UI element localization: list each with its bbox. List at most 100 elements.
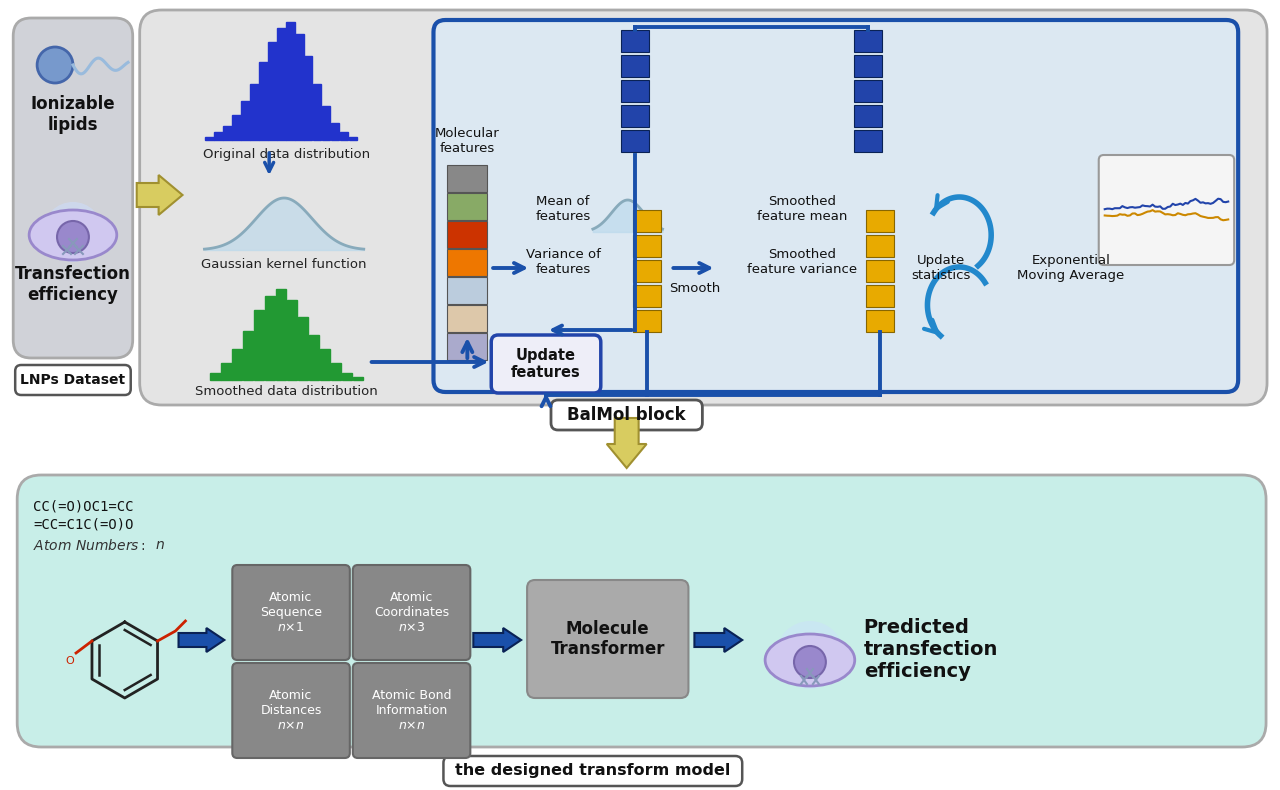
- Bar: [854, 130, 882, 152]
- Bar: [332, 363, 340, 380]
- Text: Atomic
Coordinates
$\mathit{n}$$\times$$\mathit{3}$: Atomic Coordinates $\mathit{n}$$\times$$…: [374, 591, 449, 634]
- FancyBboxPatch shape: [443, 756, 742, 786]
- Bar: [243, 331, 253, 380]
- FancyArrow shape: [607, 418, 646, 468]
- Text: Smoothed
feature variance: Smoothed feature variance: [748, 248, 858, 276]
- Text: Update
features: Update features: [511, 348, 581, 380]
- Bar: [448, 193, 488, 220]
- Ellipse shape: [765, 634, 855, 686]
- Bar: [632, 285, 660, 307]
- FancyArrow shape: [474, 628, 521, 652]
- Bar: [854, 105, 882, 127]
- Bar: [320, 348, 330, 380]
- Text: Smooth: Smooth: [668, 282, 721, 295]
- Text: Original data distribution: Original data distribution: [202, 148, 370, 161]
- Bar: [448, 165, 488, 192]
- Text: Mean of
features: Mean of features: [535, 195, 590, 223]
- Bar: [621, 55, 649, 77]
- Text: Transfection
efficiency: Transfection efficiency: [15, 265, 131, 304]
- Bar: [255, 310, 265, 380]
- Text: Smoothed
feature mean: Smoothed feature mean: [756, 195, 847, 223]
- Bar: [621, 30, 649, 52]
- Bar: [865, 260, 893, 282]
- Bar: [210, 373, 220, 380]
- Bar: [287, 22, 294, 140]
- Bar: [353, 377, 364, 380]
- Text: Atomic
Distances
$\mathit{n}$$\times$$\mathit{n}$: Atomic Distances $\mathit{n}$$\times$$\m…: [260, 689, 321, 732]
- Bar: [621, 130, 649, 152]
- Bar: [250, 84, 259, 140]
- Text: Molecule
Transformer: Molecule Transformer: [550, 619, 666, 658]
- FancyBboxPatch shape: [527, 580, 689, 698]
- Bar: [332, 123, 339, 140]
- Bar: [305, 56, 312, 140]
- Text: LNPs Dataset: LNPs Dataset: [20, 373, 125, 387]
- Bar: [448, 221, 488, 248]
- Bar: [221, 363, 232, 380]
- Text: Update
statistics: Update statistics: [911, 254, 972, 282]
- Bar: [342, 373, 352, 380]
- Circle shape: [776, 621, 844, 689]
- Bar: [854, 80, 882, 102]
- FancyBboxPatch shape: [232, 565, 349, 660]
- Text: Predicted
transfection
efficiency: Predicted transfection efficiency: [864, 618, 998, 681]
- Bar: [632, 210, 660, 232]
- FancyBboxPatch shape: [1098, 155, 1234, 265]
- FancyBboxPatch shape: [353, 663, 470, 758]
- Bar: [349, 137, 357, 140]
- Text: Variance of
features: Variance of features: [526, 248, 600, 276]
- Circle shape: [37, 47, 73, 83]
- Bar: [298, 317, 308, 380]
- Bar: [232, 348, 242, 380]
- Bar: [621, 105, 649, 127]
- Text: $\it{Atom\ Numbers:}$: $\it{Atom\ Numbers:}$: [33, 538, 146, 553]
- Circle shape: [794, 646, 826, 678]
- Bar: [232, 115, 241, 140]
- FancyBboxPatch shape: [15, 365, 131, 395]
- Bar: [865, 285, 893, 307]
- Bar: [865, 210, 893, 232]
- Bar: [314, 84, 321, 140]
- Text: Gaussian kernel function: Gaussian kernel function: [201, 258, 367, 271]
- Text: Exponential
Moving Average: Exponential Moving Average: [1018, 254, 1125, 282]
- Bar: [448, 249, 488, 276]
- Text: Atomic Bond
Information
$\mathit{n}$$\times$$\mathit{n}$: Atomic Bond Information $\mathit{n}$$\ti…: [371, 689, 452, 732]
- FancyArrow shape: [178, 628, 224, 652]
- Ellipse shape: [29, 210, 116, 260]
- Bar: [865, 310, 893, 332]
- Bar: [340, 132, 348, 140]
- Text: the designed transform model: the designed transform model: [456, 763, 731, 778]
- Bar: [278, 28, 285, 140]
- Bar: [448, 333, 488, 360]
- Text: $\it{n}$: $\it{n}$: [155, 538, 165, 552]
- FancyBboxPatch shape: [232, 663, 349, 758]
- FancyBboxPatch shape: [353, 565, 470, 660]
- Bar: [296, 34, 303, 140]
- FancyArrow shape: [137, 175, 183, 215]
- FancyArrow shape: [695, 628, 742, 652]
- FancyBboxPatch shape: [492, 335, 600, 393]
- Bar: [854, 30, 882, 52]
- Text: CC(=O)OC1=CC: CC(=O)OC1=CC: [33, 500, 133, 514]
- Text: BalMol block: BalMol block: [567, 406, 686, 424]
- FancyBboxPatch shape: [13, 18, 133, 358]
- Bar: [854, 55, 882, 77]
- Text: Molecular
features: Molecular features: [435, 127, 499, 155]
- Text: Ionizable
lipids: Ionizable lipids: [31, 95, 115, 134]
- Text: =CC=C1C(=O)O: =CC=C1C(=O)O: [33, 518, 133, 532]
- Bar: [621, 80, 649, 102]
- FancyBboxPatch shape: [17, 475, 1266, 747]
- FancyBboxPatch shape: [140, 10, 1267, 405]
- Bar: [448, 305, 488, 332]
- Bar: [223, 126, 232, 140]
- Bar: [259, 62, 268, 140]
- Bar: [268, 42, 276, 140]
- Circle shape: [58, 221, 88, 253]
- Bar: [865, 235, 893, 257]
- Circle shape: [44, 202, 102, 262]
- FancyBboxPatch shape: [550, 400, 703, 430]
- Bar: [214, 132, 223, 140]
- Text: Smoothed data distribution: Smoothed data distribution: [195, 385, 378, 398]
- Bar: [241, 101, 250, 140]
- Bar: [323, 107, 330, 140]
